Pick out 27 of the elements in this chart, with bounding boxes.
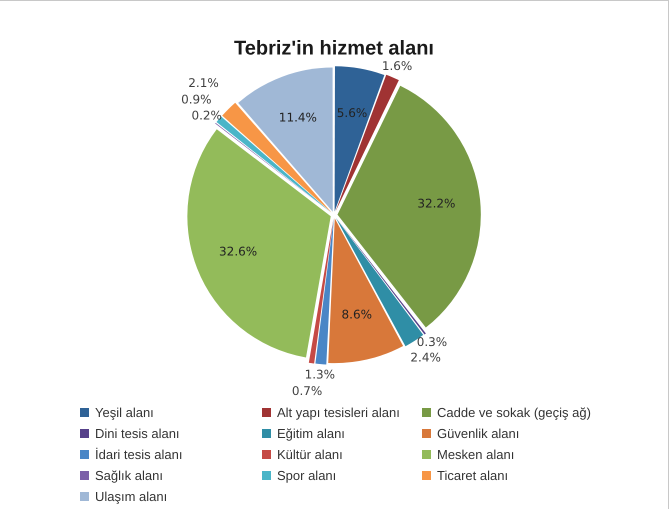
data-label: 11.4% [278,110,317,125]
data-label: 1.3% [304,368,336,382]
data-label: 0.2% [191,108,222,123]
data-label: 32.6% [219,244,258,259]
legend-label: Cadde ve sokak (geçiş ağ) [437,404,591,420]
legend-label: Spor alanı [277,468,336,482]
legend-label: İdari tesis alanı [95,446,182,462]
legend-label: Eğitim alanı [277,426,345,440]
chart-title: Tebriz'in hizmet alanı [234,38,434,60]
data-label: 0.9% [181,92,212,107]
legend-label: Kültür alanı [277,446,343,462]
data-label: 1.6% [382,58,412,73]
data-label: 8.6% [342,308,372,322]
data-label: 0.7% [292,384,322,398]
data-label: 2.1% [188,76,219,90]
legend-label: Yeşil alanı [95,404,154,420]
data-label: 0.3% [416,334,448,349]
data-label: 5.6% [336,106,368,120]
legend-label: Ticaret alanı [437,468,508,482]
legend-label: Sağlık alanı [95,468,163,482]
data-label: 2.4% [410,350,441,364]
legend-label: Ulaşım alanı [95,488,168,504]
legend-label: Mesken alanı [437,446,514,462]
legend-label: Dini tesis alanı [95,426,180,440]
legend-label: Alt yapı tesisleri alanı [277,404,400,420]
legend-label: Güvenlik alanı [437,426,520,440]
data-label: 32.2% [417,196,456,210]
